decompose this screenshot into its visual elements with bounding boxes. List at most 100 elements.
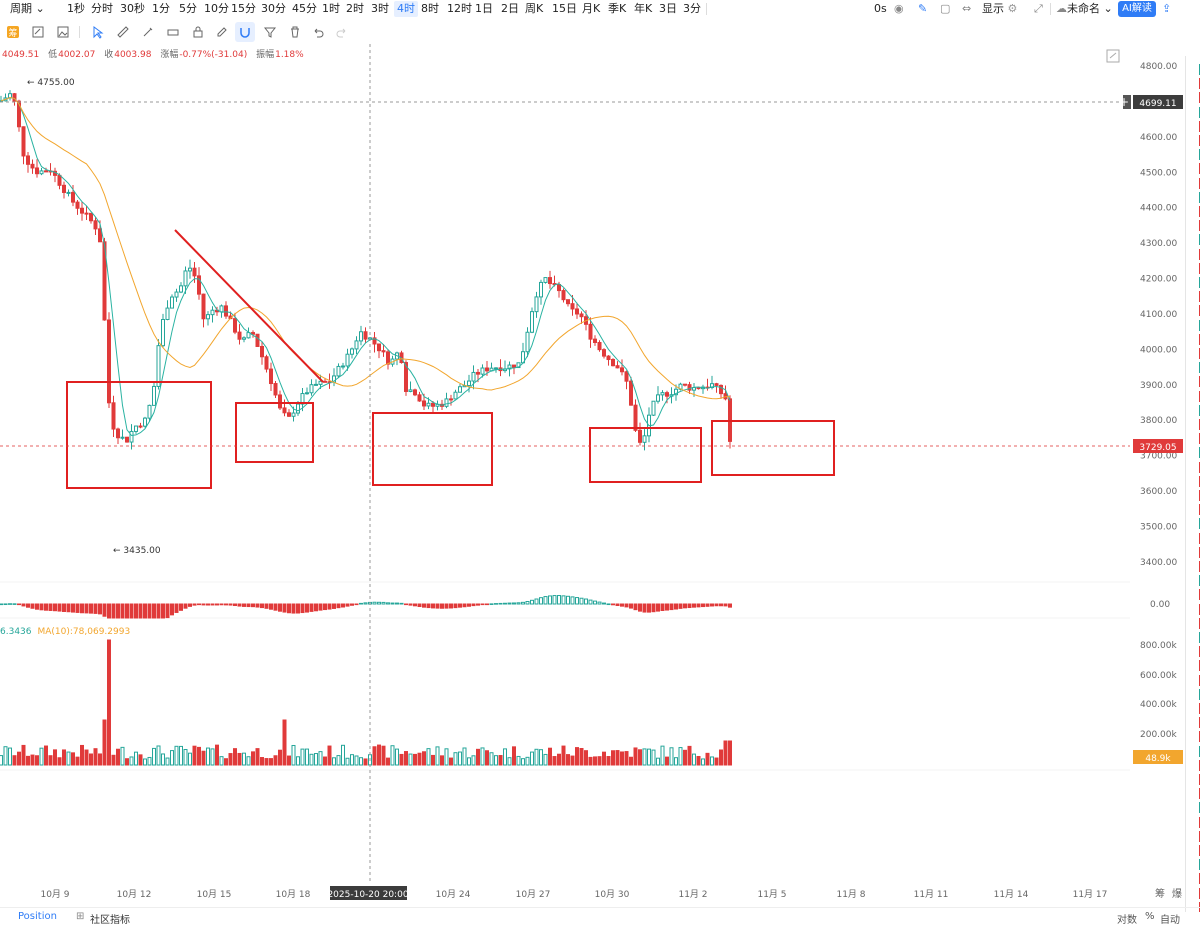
interval-18[interactable]: 15日 (552, 2, 577, 15)
chevron-down-icon: ⌄ (32, 2, 45, 15)
chevron-down-icon: ⌄ (1100, 2, 1113, 15)
volume-bar (44, 745, 48, 766)
close-label: 收 (104, 50, 114, 60)
interval-2[interactable]: 30秒 (120, 2, 145, 15)
volume-bar (399, 753, 404, 766)
candle-body (665, 392, 669, 397)
log-scale-toggle[interactable]: 对数 (1117, 915, 1137, 926)
macd-bar (557, 595, 561, 605)
auto-scale-toggle[interactable]: 自动 (1160, 915, 1180, 926)
macd-bar (219, 603, 224, 606)
share-icon[interactable]: ⇪ (1162, 2, 1172, 15)
price-tick-label: 3600.00 (1140, 487, 1177, 497)
interval-5[interactable]: 10分 (204, 2, 229, 15)
interval-23[interactable]: 3分 (683, 2, 701, 15)
community-indicators-tab[interactable]: 社区指标 (90, 915, 130, 926)
redo-icon[interactable] (332, 22, 352, 42)
percent-scale-toggle[interactable]: % (1145, 911, 1155, 922)
expand-icon[interactable] (1106, 49, 1120, 63)
macd-bar (62, 603, 66, 612)
interval-21[interactable]: 年K (634, 2, 653, 15)
candle-body (714, 383, 719, 386)
note-icon[interactable]: ▢ (940, 2, 951, 15)
interval-8[interactable]: 45分 (292, 2, 317, 15)
interval-1[interactable]: 分时 (91, 2, 113, 15)
pen-icon[interactable]: ✎ (918, 2, 928, 15)
lock-icon[interactable] (188, 22, 208, 42)
interval-6[interactable]: 15分 (231, 2, 256, 15)
ruler-icon[interactable] (113, 22, 133, 42)
macd-bar (395, 602, 399, 605)
volume-bar (264, 758, 269, 766)
macd-bar (444, 603, 449, 609)
macd-bar (539, 597, 543, 605)
interval-20[interactable]: 季K (608, 2, 627, 15)
macd-bar (683, 603, 687, 609)
image-icon[interactable] (53, 22, 73, 42)
filter-icon[interactable] (260, 22, 280, 42)
eraser-icon[interactable] (163, 22, 183, 42)
interval-13[interactable]: 8时 (421, 2, 439, 15)
volume-bar (89, 753, 93, 766)
interval-15[interactable]: 1日 (475, 2, 493, 15)
layout-name-button[interactable]: ☁未命名 ⌄ (1056, 1, 1113, 17)
volume-bar (314, 753, 318, 766)
interval-4[interactable]: 5分 (179, 2, 197, 15)
volume-bar (543, 753, 548, 766)
camera-icon[interactable]: ◉ (894, 2, 904, 15)
interval-7[interactable]: 30分 (261, 2, 286, 15)
interval-3[interactable]: 1分 (152, 2, 170, 15)
magnet-icon[interactable] (235, 22, 255, 42)
interval-11[interactable]: 3时 (371, 2, 389, 15)
interval-10[interactable]: 2时 (346, 2, 364, 15)
display-button[interactable]: 显示 ⚙ (982, 1, 1017, 17)
compare-icon[interactable]: ⇔ (962, 2, 972, 15)
undo-icon[interactable] (308, 22, 328, 42)
candle-body (125, 436, 129, 443)
candle-body (251, 332, 255, 335)
candle-body (656, 394, 660, 402)
volume-bar (80, 744, 84, 766)
brush-icon[interactable] (138, 22, 158, 42)
amplitude-value: 1.18% (275, 50, 304, 60)
interval-12[interactable]: 4时 (394, 1, 418, 17)
candle-body (134, 425, 138, 432)
edit-icon[interactable] (212, 22, 232, 42)
macd-bar (255, 603, 260, 608)
period-dropdown[interactable]: 周期 ⌄ (10, 1, 45, 17)
macd-bar (21, 603, 26, 607)
candle-body (264, 356, 269, 370)
interval-17[interactable]: 周K (525, 2, 544, 15)
ohlc-legend: 4049.51 低4002.07 收4003.98 涨幅-0.77%(-31.0… (2, 47, 310, 60)
macd-bar (323, 603, 327, 611)
macd-bar (138, 603, 143, 619)
chip-icon[interactable]: 筹 (3, 22, 23, 42)
macd-bar (606, 603, 611, 606)
volume-bar (273, 755, 278, 766)
interval-16[interactable]: 2日 (501, 2, 519, 15)
macd-bar (399, 602, 404, 605)
volume-bar (215, 744, 219, 766)
time-tick-label: 11月 5 (757, 889, 786, 900)
fullscreen-icon[interactable]: ⤢ (1034, 2, 1043, 15)
macd-bar (476, 603, 480, 606)
macd-bar (638, 603, 642, 612)
candlestick-chart[interactable]: ← 4755.00 ← 3435.00 0.00 6.3436 MA(10):78… (0, 0, 1185, 907)
sync-icon[interactable] (28, 22, 48, 42)
cursor-icon[interactable] (88, 22, 108, 42)
volume-bar (242, 752, 246, 766)
volume-bar (246, 756, 251, 766)
trash-icon[interactable] (285, 22, 305, 42)
interval-22[interactable]: 3日 (659, 2, 677, 15)
candle-body (683, 383, 687, 386)
ai-analysis-button[interactable]: AI解读 (1118, 1, 1156, 17)
interval-14[interactable]: 12时 (447, 2, 472, 15)
position-tab[interactable]: Position (18, 911, 57, 922)
interval-0[interactable]: 1秒 (67, 2, 85, 15)
macd-bar (278, 603, 282, 612)
interval-9[interactable]: 1时 (322, 2, 340, 15)
interval-19[interactable]: 月K (582, 2, 601, 15)
zoom-label[interactable]: 0s (874, 2, 887, 15)
volume-bar (579, 747, 584, 766)
price-axis[interactable]: 4800.004700.004600.004500.004400.004300.… (1123, 0, 1185, 907)
